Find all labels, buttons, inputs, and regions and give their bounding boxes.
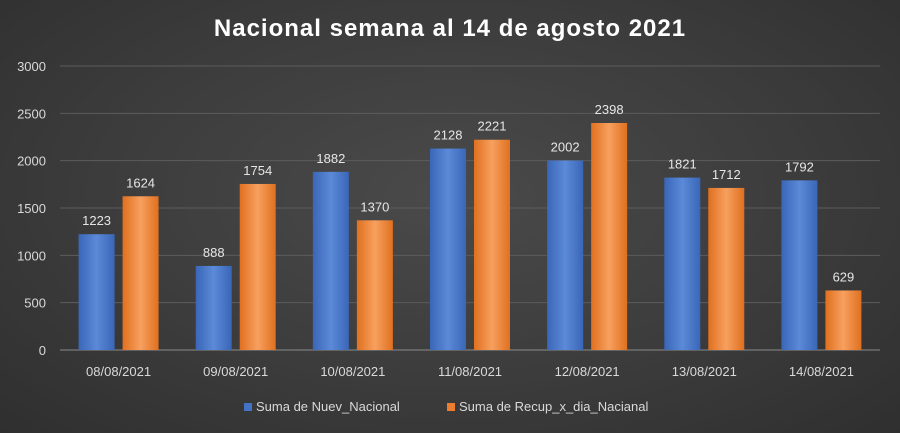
data-label: 1882 <box>316 151 345 166</box>
legend: Suma de Nuev_Nacional Suma de Recup_x_di… <box>244 399 648 414</box>
legend-label-nuevos: Suma de Nuev_Nacional <box>256 399 400 414</box>
bar-nuevos <box>312 171 349 350</box>
y-tick-label: 2000 <box>17 154 46 169</box>
data-label: 888 <box>203 245 225 260</box>
bars <box>78 122 862 350</box>
bar-nuevos <box>195 265 232 350</box>
x-axis-ticks: 08/08/2021 09/08/2021 10/08/2021 11/08/2021… <box>86 364 854 379</box>
bar-recuperados <box>591 122 628 350</box>
data-label: 1792 <box>785 159 814 174</box>
bar-nuevos <box>430 148 466 350</box>
bar-recuperados <box>122 196 159 350</box>
x-tick-label: 13/08/2021 <box>672 364 737 379</box>
y-tick-label: 1500 <box>17 201 46 216</box>
data-label: 2221 <box>478 119 507 134</box>
x-tick-label: 14/08/2021 <box>789 364 854 379</box>
x-tick-label: 12/08/2021 <box>555 364 620 379</box>
bar-recuperados <box>356 220 393 350</box>
y-tick-label: 500 <box>24 296 46 311</box>
bar-nuevos <box>664 177 701 350</box>
y-tick-label: 0 <box>39 343 46 358</box>
data-label: 2398 <box>595 102 624 117</box>
gridlines <box>60 65 880 351</box>
data-label: 1821 <box>668 157 697 172</box>
bar-nuevos <box>781 180 818 350</box>
bar-recuperados <box>708 187 745 350</box>
y-tick-label: 2500 <box>17 106 46 121</box>
data-label: 1370 <box>360 199 389 214</box>
x-tick-label: 09/08/2021 <box>203 364 268 379</box>
data-labels: 1223 1624 888 1754 1882 1370 2128 2221 2002 2398 1… <box>82 102 854 284</box>
data-label: 629 <box>833 269 855 284</box>
data-label: 1624 <box>126 175 155 190</box>
bar-recuperados <box>474 139 510 350</box>
bar-recuperados <box>825 290 862 350</box>
bar-nuevos <box>547 160 584 350</box>
data-label: 1754 <box>243 163 272 178</box>
y-tick-label: 3000 <box>17 59 46 74</box>
legend-swatch-nuevos <box>244 403 252 411</box>
x-tick-label: 08/08/2021 <box>86 364 151 379</box>
data-label: 2002 <box>551 139 580 154</box>
legend-label-recuperados: Suma de Recup_x_dia_Nacianal <box>459 399 648 414</box>
bar-recuperados <box>239 183 276 350</box>
bar-nuevos <box>78 234 115 350</box>
data-label: 2128 <box>434 128 463 143</box>
y-tick-label: 1000 <box>17 248 46 263</box>
chart-title: Nacional semana al 14 de agosto 2021 <box>214 15 686 42</box>
y-axis-ticks: 0 500 1000 1500 2000 2500 3000 <box>17 59 46 358</box>
data-label: 1712 <box>712 167 741 182</box>
x-tick-label: 11/08/2021 <box>438 364 502 379</box>
legend-swatch-recuperados <box>447 403 455 411</box>
x-tick-label: 10/08/2021 <box>320 364 385 379</box>
data-label: 1223 <box>82 213 111 228</box>
